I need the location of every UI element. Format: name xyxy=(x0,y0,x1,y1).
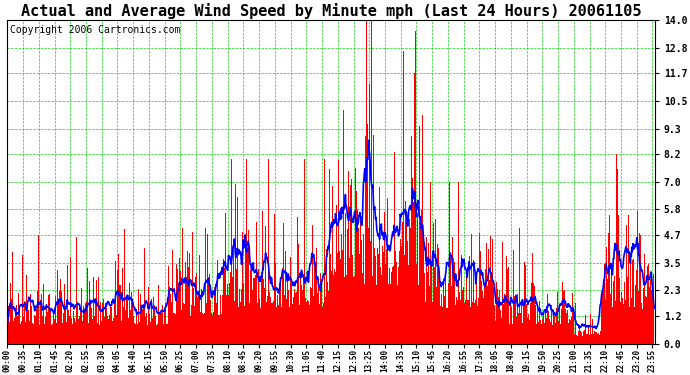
Text: Copyright 2006 Cartronics.com: Copyright 2006 Cartronics.com xyxy=(10,25,181,35)
Title: Actual and Average Wind Speed by Minute mph (Last 24 Hours) 20061105: Actual and Average Wind Speed by Minute … xyxy=(21,3,641,19)
